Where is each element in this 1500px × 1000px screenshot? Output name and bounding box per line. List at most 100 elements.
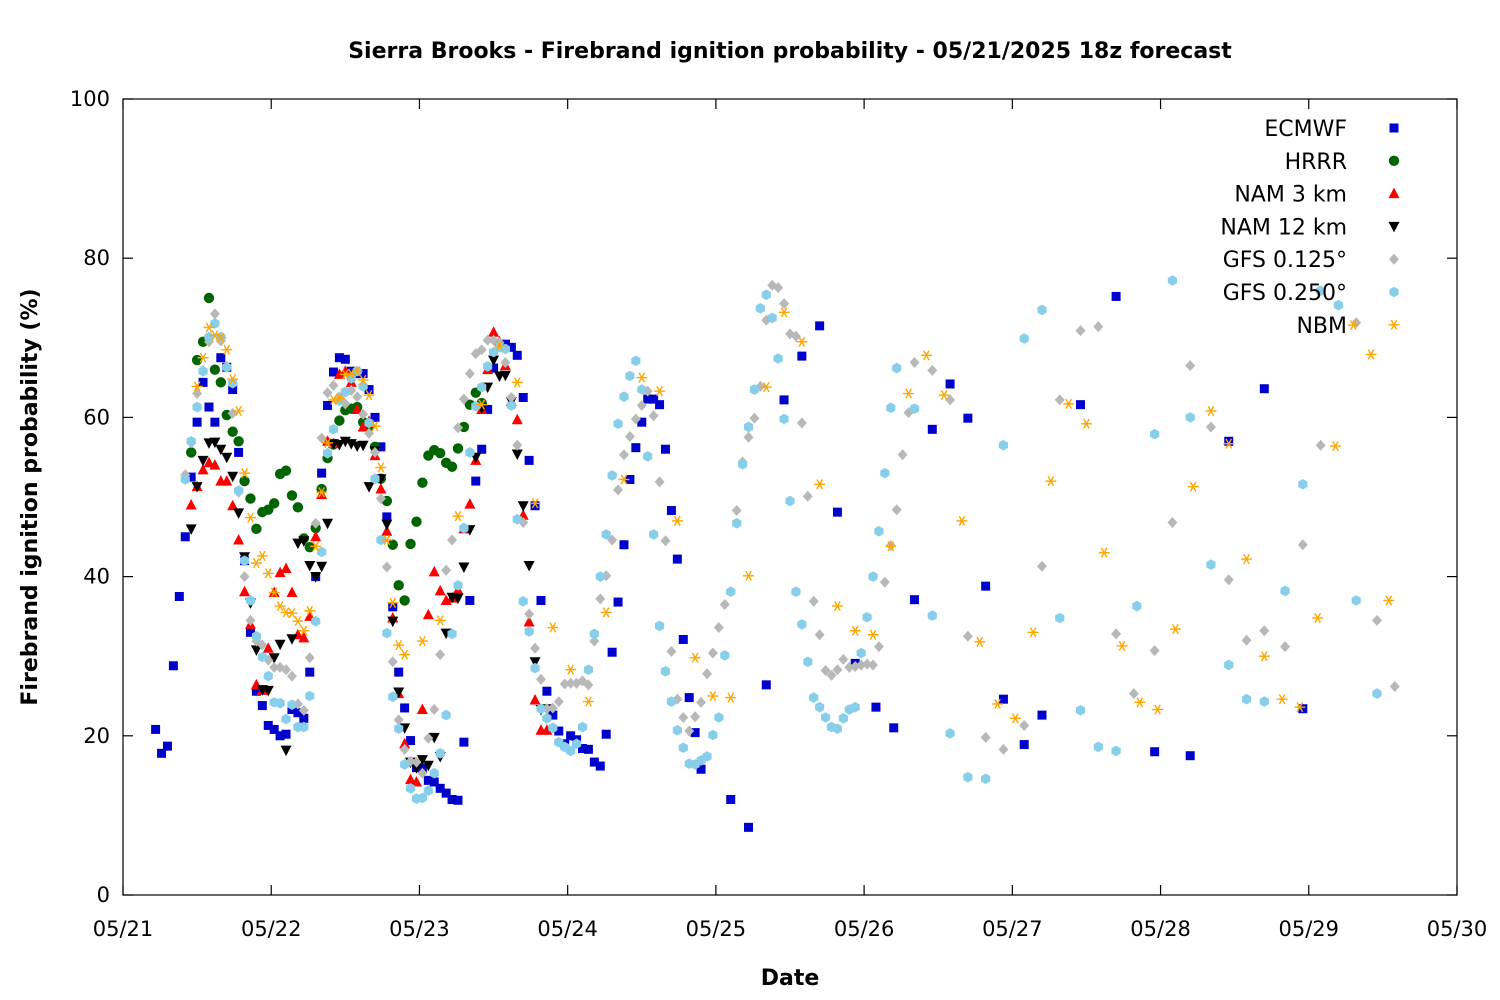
legend-marker-gfs-0-250 — [1389, 286, 1399, 298]
point-ecmwf — [376, 442, 386, 452]
point-ecmwf — [299, 713, 309, 723]
point-gfs-0-125 — [879, 576, 890, 588]
point-ecmwf — [489, 363, 499, 373]
point-gfs-0-250 — [376, 534, 386, 546]
point-nam-12-km — [363, 482, 375, 493]
point-ecmwf — [465, 595, 475, 605]
point-ecmwf — [577, 744, 587, 754]
point-nbm — [920, 350, 932, 361]
point-nam-3-km — [280, 562, 292, 574]
point-nbm — [1116, 640, 1128, 651]
point-gfs-0-125 — [862, 658, 873, 670]
point-gfs-0-250 — [862, 611, 872, 623]
point-gfs-0-125 — [482, 334, 493, 346]
point-gfs-0-250 — [192, 401, 202, 413]
point-gfs-0-250 — [571, 738, 582, 750]
point-nam-3-km — [227, 499, 239, 511]
legend-label: ECMWF — [1264, 117, 1347, 142]
point-ecmwf — [216, 353, 226, 363]
point-nbm — [565, 664, 577, 675]
point-ecmwf — [151, 724, 161, 734]
point-gfs-0-125 — [868, 659, 879, 671]
point-ecmwf — [530, 501, 540, 511]
point-gfs-0-125 — [595, 593, 606, 605]
point-gfs-0-250 — [1037, 304, 1047, 316]
point-gfs-0-250 — [643, 451, 653, 462]
point-gfs-0-250 — [1351, 595, 1361, 606]
x-axis-label: Date — [761, 966, 820, 991]
point-nam-3-km — [541, 724, 553, 735]
point-gfs-0-125 — [583, 679, 594, 691]
point-hrrr — [399, 595, 410, 606]
point-nam-3-km — [405, 773, 417, 785]
point-nam-12-km — [387, 616, 399, 628]
point-gfs-0-250 — [666, 696, 677, 707]
point-nbm — [1329, 440, 1341, 452]
point-ecmwf — [459, 737, 469, 747]
point-gfs-0-250 — [726, 586, 736, 598]
point-nbm — [1312, 612, 1324, 624]
point-nam-3-km — [333, 368, 345, 379]
point-ecmwf — [400, 703, 410, 713]
point-ecmwf — [743, 822, 753, 832]
point-gfs-0-250 — [423, 785, 433, 797]
point-gfs-0-250 — [263, 670, 273, 682]
point-nbm — [416, 635, 428, 647]
point-ecmwf — [394, 667, 404, 677]
point-hrrr — [334, 415, 345, 426]
point-gfs-0-125 — [364, 427, 375, 439]
point-gfs-0-125 — [239, 571, 250, 583]
point-ecmwf — [382, 512, 392, 522]
point-gfs-0-125 — [257, 639, 268, 651]
point-ecmwf — [447, 794, 457, 804]
point-ecmwf — [275, 731, 285, 741]
legend-item-nam-12-km: NAM 12 km — [1220, 215, 1400, 240]
point-gfs-0-125 — [553, 696, 564, 708]
point-gfs-0-250 — [892, 362, 902, 374]
point-gfs-0-250 — [512, 513, 522, 525]
point-ecmwf — [429, 777, 439, 787]
point-ecmwf — [346, 366, 356, 376]
point-gfs-0-250 — [945, 728, 955, 739]
point-ecmwf — [910, 595, 920, 605]
point-nam-12-km — [215, 444, 227, 456]
point-nam-12-km — [304, 560, 316, 572]
point-nbm — [742, 570, 754, 581]
point-nbm — [938, 389, 950, 401]
series-gfs-0-125 — [180, 279, 1400, 779]
x-tick-label: 05/30 — [1427, 917, 1488, 941]
point-nbm — [707, 690, 719, 702]
point-gfs-0-250 — [328, 424, 339, 435]
point-gfs-0-250 — [589, 628, 599, 640]
point-gfs-0-125 — [269, 661, 280, 673]
point-gfs-0-125 — [684, 725, 695, 737]
y-tick-label: 60 — [83, 405, 110, 429]
point-nbm — [974, 636, 986, 647]
point-ecmwf — [548, 710, 558, 720]
point-gfs-0-250 — [631, 355, 641, 367]
point-gfs-0-250 — [619, 391, 629, 402]
point-gfs-0-250 — [459, 522, 469, 534]
point-nbm — [268, 587, 280, 598]
point-nam-12-km — [292, 538, 304, 550]
point-gfs-0-125 — [678, 711, 689, 723]
point-nbm — [298, 625, 310, 636]
point-ecmwf — [660, 444, 670, 454]
point-gfs-0-250 — [607, 470, 617, 481]
point-gfs-0-125 — [381, 561, 392, 573]
point-gfs-0-125 — [743, 431, 754, 443]
point-ecmwf — [927, 424, 937, 434]
point-gfs-0-125 — [530, 642, 541, 654]
point-gfs-0-125 — [1111, 628, 1122, 640]
point-nbm — [885, 541, 897, 552]
point-ecmwf — [441, 788, 451, 798]
point-nbm — [292, 616, 304, 627]
point-nbm — [1045, 475, 1057, 487]
point-hrrr — [286, 490, 298, 501]
point-nam-3-km — [262, 642, 274, 653]
point-gfs-0-125 — [322, 387, 333, 399]
point-nbm — [1080, 418, 1092, 429]
legend-item-hrrr: HRRR — [1285, 150, 1400, 175]
point-nam-3-km — [286, 586, 298, 598]
point-nam-12-km — [280, 745, 292, 757]
